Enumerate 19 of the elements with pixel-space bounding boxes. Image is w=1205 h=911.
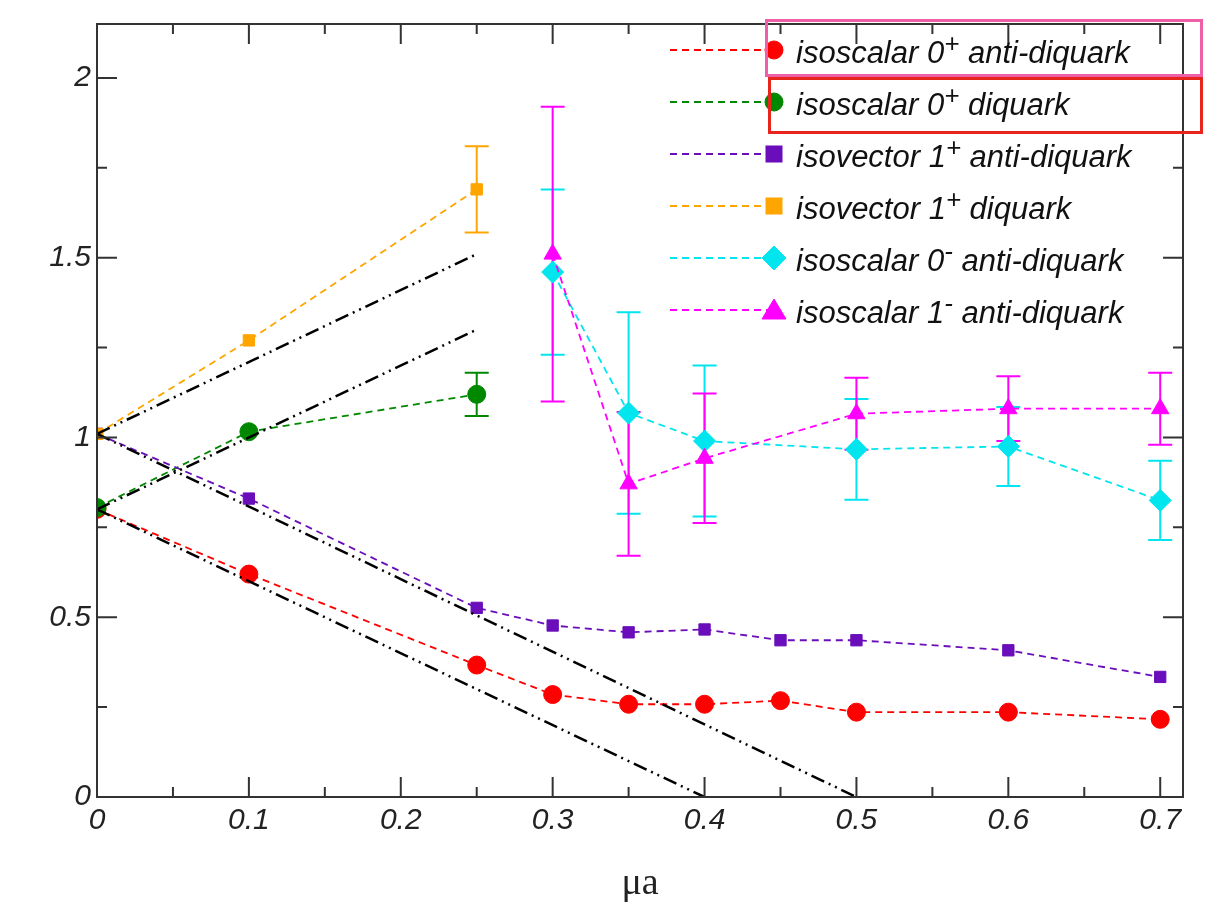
x-tick-label: 0.6 [987, 802, 1030, 836]
legend-label: isoscalar 0$^{+}$ anti-diquark [796, 28, 1130, 72]
legend-label: isovector 1$^{+}$ diquark [796, 184, 1072, 228]
x-tick-label: 0.4 [683, 802, 726, 836]
legend-label: isoscalar 1$^{-}$ anti-diquark [796, 288, 1124, 332]
x-tick-label: 0.2 [379, 802, 422, 836]
y-tick-label: 1 [74, 418, 91, 452]
x-axis-title: μa [621, 860, 659, 903]
x-tick-label: 0.7 [1139, 802, 1183, 836]
y-tick-label: 2 [73, 59, 92, 93]
y-tick-label: 1.5 [49, 239, 92, 273]
legend-label: isoscalar 0$^{+}$ diquark [796, 80, 1070, 124]
y-tick-label: 0 [74, 778, 92, 812]
x-tick-label: 0.1 [228, 802, 270, 836]
x-tick-label: 0.3 [531, 802, 574, 836]
x-tick-label: 0.5 [835, 802, 878, 836]
y-tick-label: 0.5 [49, 598, 92, 632]
legend-label: isoscalar 0$^{-}$ anti-diquark [796, 236, 1124, 280]
legend-label: isovector 1$^{+}$ anti-diquark [796, 132, 1132, 176]
